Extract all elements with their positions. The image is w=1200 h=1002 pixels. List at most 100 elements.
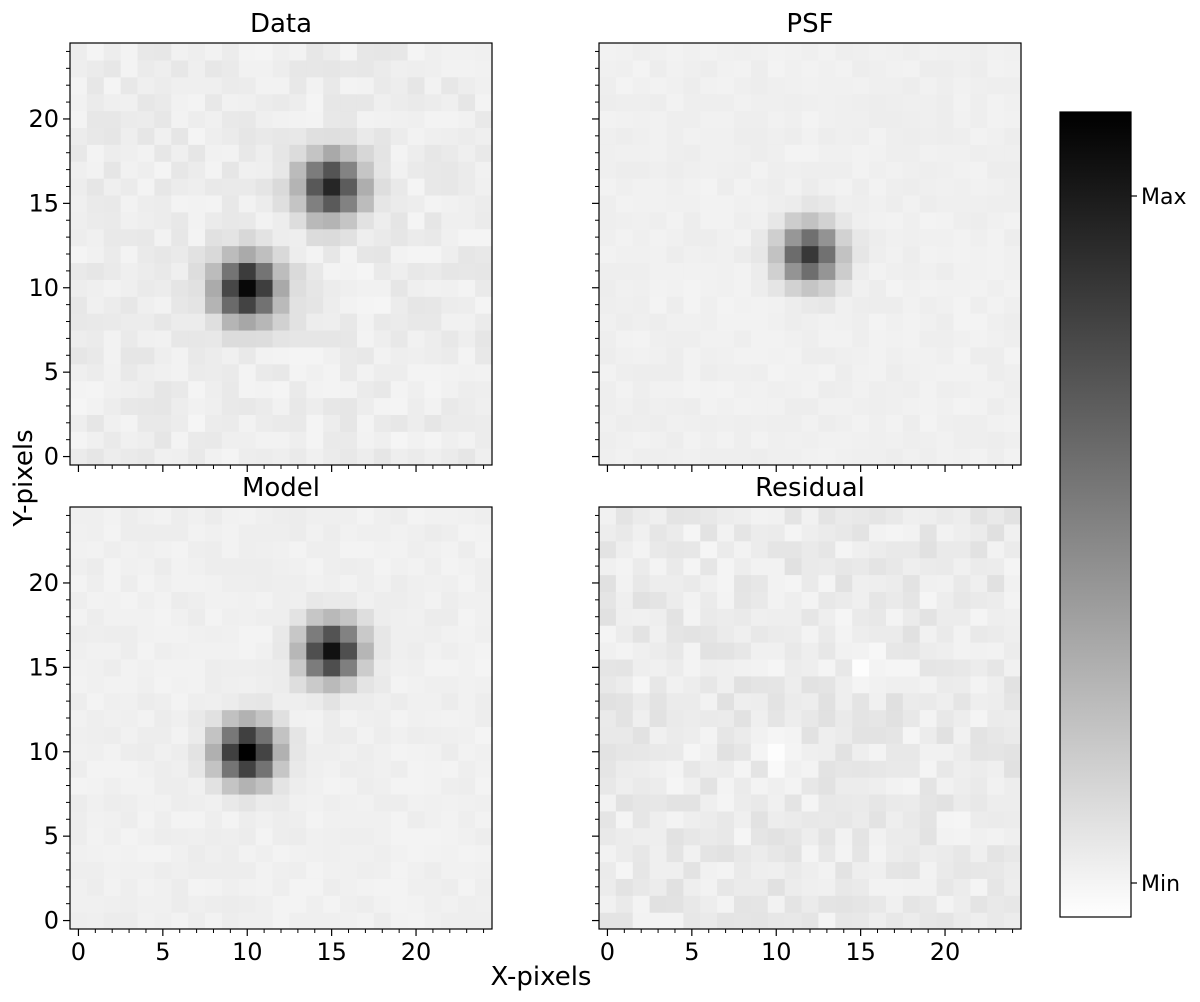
heatmap-cell xyxy=(458,827,476,846)
heatmap-cell xyxy=(424,608,442,626)
heatmap-cell xyxy=(272,625,291,643)
heatmap-cell xyxy=(289,397,307,415)
heatmap-cell xyxy=(272,827,291,846)
heatmap-cell xyxy=(852,844,870,863)
heatmap-cell xyxy=(599,245,617,264)
heatmap-cell xyxy=(1004,414,1022,432)
heatmap-cell xyxy=(424,557,442,576)
heatmap-cell xyxy=(356,279,375,297)
heatmap-cell xyxy=(103,810,122,829)
heatmap-cell xyxy=(356,591,375,609)
heatmap-cell xyxy=(784,658,803,677)
heatmap-cell xyxy=(869,414,887,432)
heatmap-cell xyxy=(407,161,426,179)
heatmap-cell xyxy=(356,194,375,213)
heatmap-cell xyxy=(615,363,634,382)
heatmap-cell xyxy=(272,777,291,795)
heatmap-cell xyxy=(390,777,409,795)
heatmap-cell xyxy=(255,346,274,365)
heatmap-cell xyxy=(70,642,88,660)
heatmap-cell xyxy=(340,523,358,542)
heatmap-cell xyxy=(784,329,803,348)
heatmap-cell xyxy=(373,625,392,643)
heatmap-cell xyxy=(70,228,88,247)
heatmap-cell xyxy=(936,296,955,314)
heatmap-cell xyxy=(205,658,223,677)
heatmap-cell xyxy=(424,726,442,744)
heatmap-cell xyxy=(424,43,442,61)
heatmap-cell xyxy=(683,895,701,913)
heatmap-cell xyxy=(238,625,257,643)
heatmap-cell xyxy=(767,43,786,61)
heatmap-cell xyxy=(632,912,651,930)
heatmap-cell xyxy=(632,76,651,95)
heatmap-cell xyxy=(615,642,634,660)
heatmap-cell xyxy=(902,608,921,626)
heatmap-cell xyxy=(919,397,938,415)
heatmap-cell xyxy=(885,709,904,728)
heatmap-cell xyxy=(238,43,257,61)
heatmap-cell xyxy=(835,144,853,162)
heatmap-cell xyxy=(475,161,493,179)
heatmap-cell xyxy=(188,625,206,643)
heatmap-cell xyxy=(255,591,274,609)
heatmap-cell xyxy=(649,625,668,643)
heatmap-cell xyxy=(323,380,341,399)
heatmap-cell xyxy=(272,912,291,930)
heatmap-cell xyxy=(750,363,769,382)
heatmap-cell xyxy=(852,523,870,542)
heatmap-cell xyxy=(120,194,139,213)
heatmap-cell xyxy=(70,658,88,677)
heatmap-cell xyxy=(171,844,189,863)
heatmap-cell xyxy=(390,93,409,112)
heatmap-cell xyxy=(154,76,172,95)
heatmap-cell xyxy=(120,878,139,896)
heatmap-cell xyxy=(238,912,257,930)
heatmap-cell xyxy=(784,523,803,542)
heatmap-cell xyxy=(615,448,634,466)
heatmap-cell xyxy=(306,895,324,913)
heatmap-cell xyxy=(649,709,668,728)
heatmap-cell xyxy=(734,625,752,643)
heatmap-cell xyxy=(750,127,769,145)
heatmap-cell xyxy=(306,397,324,415)
heatmap-cell xyxy=(86,523,105,542)
heatmap-cell xyxy=(987,329,1005,348)
heatmap-cell xyxy=(666,127,684,145)
heatmap-cell xyxy=(103,777,122,795)
heatmap-cell xyxy=(323,557,341,576)
heatmap-cell xyxy=(407,262,426,280)
heatmap-cell xyxy=(221,743,240,761)
heatmap-cell xyxy=(120,448,139,466)
heatmap-cell xyxy=(221,346,240,365)
heatmap-cell xyxy=(441,827,459,846)
heatmap-cell xyxy=(919,540,938,559)
heatmap-cell xyxy=(323,591,341,609)
heatmap-cell xyxy=(683,178,701,196)
heatmap-cell xyxy=(750,608,769,626)
heatmap-cell xyxy=(205,912,223,930)
heatmap-cell xyxy=(970,144,988,162)
heatmap-cell xyxy=(936,431,955,449)
heatmap-cell xyxy=(171,161,189,179)
heatmap-cell xyxy=(221,279,240,297)
heatmap-cell xyxy=(632,127,651,145)
heatmap-cell xyxy=(632,262,651,280)
heatmap-cell xyxy=(683,540,701,559)
heatmap-cell xyxy=(717,127,735,145)
heatmap-cell xyxy=(818,245,836,264)
heatmap-cell xyxy=(1004,608,1022,626)
heatmap-cell xyxy=(717,726,735,744)
heatmap-cell xyxy=(424,912,442,930)
heatmap-cell xyxy=(289,279,307,297)
heatmap-cell xyxy=(205,642,223,660)
heatmap-cell xyxy=(734,692,752,711)
x-tick-label: 0 xyxy=(600,938,615,966)
heatmap-cell xyxy=(902,810,921,829)
heatmap-cell xyxy=(632,144,651,162)
heatmap-cell xyxy=(885,557,904,576)
heatmap-cell xyxy=(700,194,718,213)
heatmap-cell xyxy=(767,178,786,196)
heatmap-cell xyxy=(1004,709,1022,728)
heatmap-cell xyxy=(390,523,409,542)
